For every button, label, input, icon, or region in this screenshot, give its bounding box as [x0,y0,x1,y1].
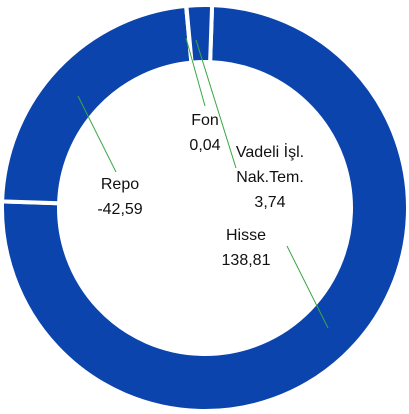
category-label: Fon [191,112,219,129]
leader-line [195,39,237,169]
slice [0,3,409,413]
category-label: Hisse [225,227,266,244]
value-label: 0,04 [189,137,221,154]
value-label: -42,59 [97,201,143,218]
slice-label: Hisse 138,81 [198,223,294,273]
leader-line [185,37,206,107]
leader-line [286,245,329,329]
leader-line [77,95,117,173]
slices [0,3,409,413]
category-label: Vadeli İşl. Nak.Tem. [235,144,305,186]
category-label: Repo [100,176,140,193]
slice-label: Repo -42,59 [72,172,168,222]
value-label: 3,74 [254,194,286,211]
slice-label: Fon 0,04 [157,108,253,158]
slice-label: Vadeli İşl. Nak.Tem. 3,74 [222,140,318,215]
value-label: 138,81 [221,252,271,269]
